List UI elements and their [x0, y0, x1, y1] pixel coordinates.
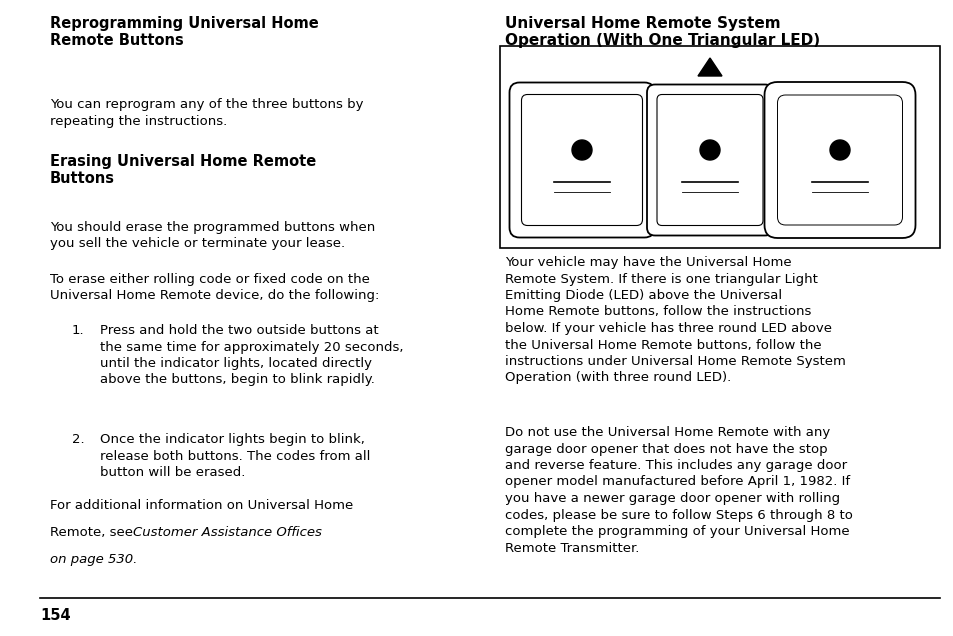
- Text: Do not use the Universal Home Remote with any
garage door opener that does not h: Do not use the Universal Home Remote wit…: [504, 426, 852, 555]
- Text: Remote, see: Remote, see: [50, 526, 137, 539]
- Circle shape: [572, 140, 592, 160]
- Text: Once the indicator lights begin to blink,
release both buttons. The codes from a: Once the indicator lights begin to blink…: [100, 433, 370, 479]
- Text: Erasing Universal Home Remote
Buttons: Erasing Universal Home Remote Buttons: [50, 154, 315, 186]
- Text: For additional information on Universal Home: For additional information on Universal …: [50, 499, 353, 512]
- Text: To erase either rolling code or fixed code on the
Universal Home Remote device, : To erase either rolling code or fixed co…: [50, 273, 379, 303]
- Text: Universal Home Remote System
Operation (With One Triangular LED): Universal Home Remote System Operation (…: [504, 16, 820, 48]
- Text: Your vehicle may have the Universal Home
Remote System. If there is one triangul: Your vehicle may have the Universal Home…: [504, 256, 845, 385]
- Text: 1.: 1.: [71, 324, 85, 337]
- Text: Customer Assistance Offices: Customer Assistance Offices: [132, 526, 321, 539]
- Text: 154: 154: [40, 608, 71, 623]
- Circle shape: [700, 140, 720, 160]
- FancyBboxPatch shape: [777, 95, 902, 225]
- FancyBboxPatch shape: [657, 95, 762, 226]
- FancyBboxPatch shape: [521, 95, 641, 226]
- Polygon shape: [698, 58, 721, 76]
- FancyBboxPatch shape: [509, 83, 654, 237]
- Text: 2.: 2.: [71, 433, 85, 446]
- Circle shape: [829, 140, 849, 160]
- Text: Press and hold the two outside buttons at
the same time for approximately 20 sec: Press and hold the two outside buttons a…: [100, 324, 403, 387]
- FancyBboxPatch shape: [763, 82, 915, 238]
- Text: You can reprogram any of the three buttons by
repeating the instructions.: You can reprogram any of the three butto…: [50, 98, 363, 127]
- Bar: [499, 46, 939, 248]
- FancyBboxPatch shape: [646, 85, 772, 235]
- Text: Reprogramming Universal Home
Remote Buttons: Reprogramming Universal Home Remote Butt…: [50, 16, 318, 48]
- Text: on page 530.: on page 530.: [50, 553, 137, 566]
- Text: You should erase the programmed buttons when
you sell the vehicle or terminate y: You should erase the programmed buttons …: [50, 221, 375, 251]
